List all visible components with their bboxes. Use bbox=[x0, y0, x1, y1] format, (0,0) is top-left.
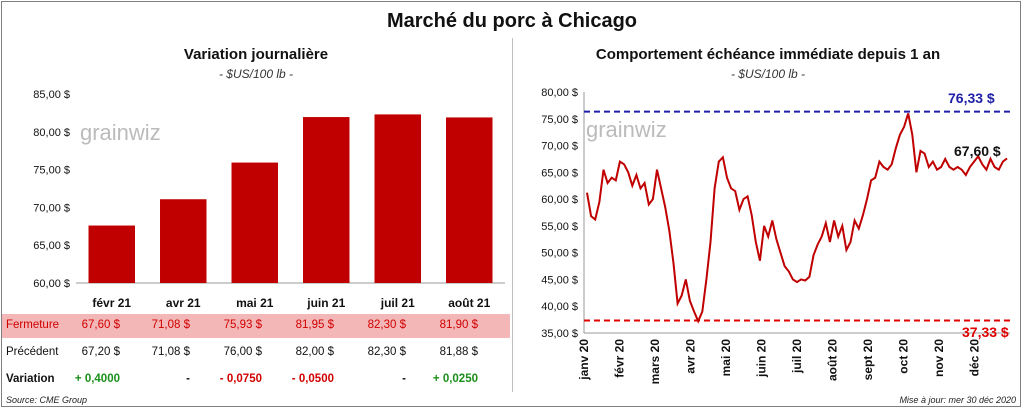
x-tick-label: déc 20 bbox=[968, 339, 982, 377]
y-tick-label: 75,00 $ bbox=[541, 114, 578, 126]
table-row-variation: Variation + 0,4000 - - 0,0750 - 0,0500 -… bbox=[2, 368, 510, 392]
variation-value: - bbox=[186, 373, 190, 385]
x-tick-label: mars 20 bbox=[648, 339, 662, 385]
y-tick-label: 60,00 $ bbox=[33, 278, 70, 290]
previous-value: 82,00 $ bbox=[295, 346, 334, 358]
close-value: 75,93 $ bbox=[223, 319, 262, 331]
right-chart-title: Comportement échéance immédiate depuis 1… bbox=[595, 46, 941, 63]
y-tick-label: 35,00 $ bbox=[541, 328, 578, 340]
update-note: Mise à jour: mer 30 déc 2020 bbox=[899, 395, 1016, 405]
x-tick-label: mai 21 bbox=[236, 296, 274, 310]
previous-value: 71,08 $ bbox=[151, 346, 190, 358]
y-tick-label: 70,00 $ bbox=[541, 141, 578, 153]
close-value: 71,08 $ bbox=[151, 319, 190, 331]
left-chart-title: Variation journalière bbox=[183, 46, 329, 63]
logo-watermark: grainwiz bbox=[586, 117, 667, 142]
y-tick-label: 55,00 $ bbox=[541, 221, 578, 233]
y-tick-label: 80,00 $ bbox=[541, 87, 578, 99]
bar bbox=[231, 162, 278, 283]
close-value: 82,30 $ bbox=[367, 319, 406, 331]
bar bbox=[446, 117, 493, 283]
table-row-previous: Précédent 67,20 $ 71,08 $ 76,00 $ 82,00 … bbox=[2, 341, 510, 365]
x-tick-label: févr 20 bbox=[613, 339, 627, 378]
table-row-close: Fermeture 67,60 $ 71,08 $ 75,93 $ 81,95 … bbox=[2, 314, 510, 338]
panel-divider bbox=[512, 38, 513, 392]
right-chart-units: - $US/100 lb - bbox=[730, 67, 806, 81]
y-tick-label: 70,00 $ bbox=[33, 202, 70, 214]
last-label: 67,60 $ bbox=[954, 143, 1001, 159]
x-tick-label: juil 21 bbox=[380, 296, 415, 310]
price-series-line bbox=[586, 113, 1008, 324]
variation-value: + 0,0250 bbox=[432, 373, 478, 385]
source-note: Source: CME Group bbox=[6, 395, 88, 405]
variation-value: - 0,0500 bbox=[291, 373, 334, 385]
x-tick-label: juin 20 bbox=[755, 339, 769, 378]
bar bbox=[160, 199, 207, 283]
bar bbox=[303, 117, 350, 283]
close-value: 67,60 $ bbox=[81, 319, 120, 331]
bar bbox=[88, 225, 135, 283]
previous-value: 82,30 $ bbox=[367, 346, 406, 358]
y-tick-label: 75,00 $ bbox=[33, 165, 70, 177]
previous-value: 76,00 $ bbox=[223, 346, 262, 358]
y-tick-label: 50,00 $ bbox=[541, 248, 578, 260]
previous-value: 67,20 $ bbox=[81, 346, 120, 358]
y-tick-label: 65,00 $ bbox=[541, 167, 578, 179]
x-tick-label: nov 20 bbox=[932, 339, 946, 377]
y-tick-label: 40,00 $ bbox=[541, 301, 578, 313]
y-tick-label: 85,00 $ bbox=[33, 89, 70, 101]
x-tick-label: août 21 bbox=[448, 296, 490, 310]
variation-value: + 0,4000 bbox=[74, 373, 120, 385]
bar bbox=[374, 114, 421, 283]
close-label: Fermeture bbox=[6, 319, 60, 331]
variation-label: Variation bbox=[6, 373, 55, 385]
x-tick-label: avr 21 bbox=[166, 296, 201, 310]
left-chart-units: - $US/100 lb - bbox=[218, 67, 294, 81]
y-tick-label: 80,00 $ bbox=[33, 127, 70, 139]
x-tick-label: avr 20 bbox=[684, 339, 698, 374]
y-tick-label: 60,00 $ bbox=[541, 194, 578, 206]
variation-value: - 0,0750 bbox=[219, 373, 262, 385]
x-tick-label: août 20 bbox=[826, 339, 840, 381]
previous-value: 81,88 $ bbox=[439, 346, 478, 358]
x-tick-label: juil 20 bbox=[790, 339, 804, 374]
x-tick-label: juin 21 bbox=[306, 296, 345, 310]
x-tick-label: sept 20 bbox=[861, 339, 875, 381]
previous-label: Précédent bbox=[6, 346, 59, 358]
close-value: 81,95 $ bbox=[295, 319, 334, 331]
y-tick-label: 65,00 $ bbox=[33, 240, 70, 252]
page-title: Marché du porc à Chicago bbox=[386, 10, 638, 32]
x-tick-label: mai 20 bbox=[719, 339, 733, 377]
x-tick-label: oct 20 bbox=[897, 339, 911, 374]
x-tick-label: janv 20 bbox=[577, 339, 591, 381]
high-label: 76,33 $ bbox=[948, 90, 995, 106]
variation-value: - bbox=[402, 373, 406, 385]
logo-watermark: grainwiz bbox=[80, 120, 161, 145]
bar-chart: 60,00 $ 65,00 $ 70,00 $ 75,00 $ 80,00 $ 85,00… bbox=[33, 89, 505, 310]
x-tick-label: févr 21 bbox=[92, 296, 131, 310]
low-label: 37,33 $ bbox=[962, 324, 1009, 340]
y-tick-label: 45,00 $ bbox=[541, 274, 578, 286]
close-value: 81,90 $ bbox=[439, 319, 478, 331]
